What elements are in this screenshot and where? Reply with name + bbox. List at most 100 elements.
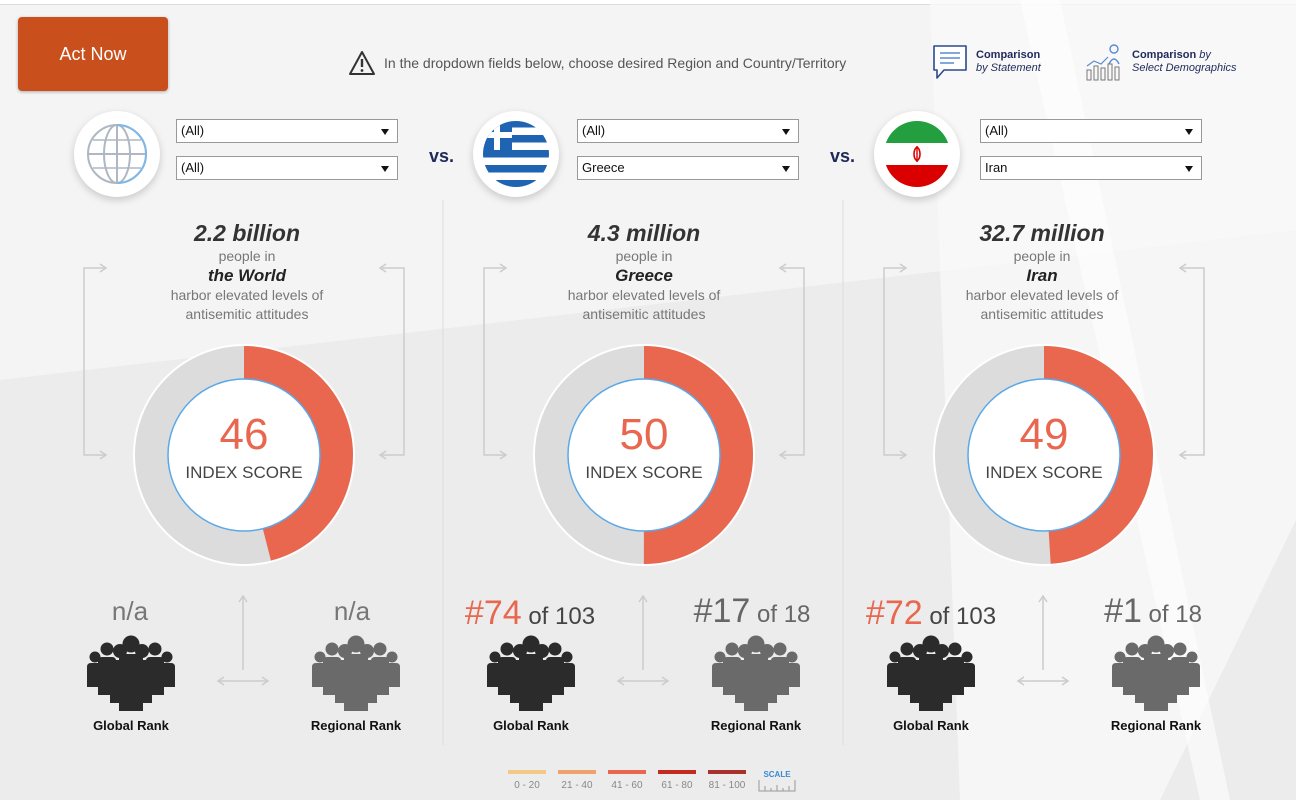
scale-segment-1: 0 - 20	[508, 770, 546, 791]
top-border	[0, 0, 1296, 5]
regional-rank-number: n/a	[333, 596, 371, 626]
world-globe-icon	[74, 111, 160, 197]
scale-label: 21 - 40	[561, 780, 593, 791]
score-arc	[535, 346, 753, 564]
global-rank-people-icon	[486, 635, 576, 711]
scale-icon-label: SCALE	[763, 770, 791, 779]
regional-rank-number: #17	[693, 592, 751, 630]
global-rank-number: #74	[464, 594, 522, 632]
scale-segment-4: 61 - 80	[658, 770, 696, 791]
global-rank-of: of 103	[521, 603, 596, 630]
country-select-3[interactable]: Iran	[980, 156, 1202, 180]
regional-rank-value: n/a	[292, 596, 412, 627]
scale-label: 81 - 100	[708, 780, 746, 791]
chevron-down-icon	[782, 129, 790, 135]
region-select-3-value: (All)	[985, 123, 1009, 138]
vs-label-2: vs.	[830, 146, 856, 166]
score-arc	[935, 346, 1153, 564]
regional-rank-label: Regional Rank	[310, 718, 402, 733]
regional-rank-of: of 18	[750, 601, 811, 628]
people-in-text: people in	[615, 248, 673, 264]
comparison-by-statement-link[interactable]: Comparison by Statement	[930, 42, 1041, 82]
global-rank-number: #72	[865, 594, 923, 632]
global-rank-value: #74 of 103	[445, 594, 615, 633]
scale-label: 41 - 60	[611, 780, 643, 791]
instruction-hint: In the dropdown fields below, choose des…	[348, 50, 846, 76]
population-count: 4.3 million	[587, 220, 701, 246]
scale-label: 61 - 80	[661, 780, 693, 791]
description-line1: harbor elevated levels of	[170, 287, 324, 303]
regional-rank-of: of 18	[1141, 601, 1202, 628]
index-score-value: 50	[619, 410, 669, 459]
place-name: the World	[207, 266, 287, 285]
description-line1: harbor elevated levels of	[567, 287, 721, 303]
comparison-demographics-line1a: Comparison	[1132, 49, 1197, 61]
vs-label-1: vs.	[429, 146, 455, 166]
warning-icon	[349, 51, 375, 75]
global-rank-value: #72 of 103	[846, 594, 1016, 633]
regional-rank-label: Regional Rank	[1110, 718, 1202, 733]
scale-ruler-icon[interactable]: SCALE	[758, 770, 796, 798]
regional-rank-value: #1 of 18	[1078, 592, 1228, 631]
global-rank-label: Global Rank	[93, 718, 169, 733]
comparison-statement-line2: by Statement	[976, 62, 1041, 74]
index-score-label: INDEX SCORE	[585, 463, 703, 482]
panel-3-statement: 32.7 million people in Iran harbor eleva…	[922, 220, 1162, 324]
score-arc	[135, 346, 353, 564]
comparison-by-demographics-link[interactable]: Comparison by Select Demographics	[1084, 42, 1237, 82]
place-name: Iran	[1026, 266, 1058, 285]
panel-1-statement: 2.2 billion people in the World harbor e…	[127, 220, 367, 324]
index-score-donut-2	[533, 344, 755, 566]
region-select-3[interactable]: (All)	[980, 119, 1202, 143]
regional-rank-people-icon	[311, 635, 401, 711]
regional-rank-number: #1	[1104, 592, 1142, 630]
greece-flag-icon	[473, 111, 559, 197]
index-score-label: INDEX SCORE	[185, 463, 303, 482]
global-rank-of: of 103	[922, 603, 997, 630]
chevron-down-icon	[782, 166, 790, 172]
description-line2: antisemitic attitudes	[185, 306, 309, 322]
iran-flag-icon	[874, 111, 960, 197]
place-name: Greece	[615, 266, 673, 285]
description-line2: antisemitic attitudes	[980, 306, 1104, 322]
population-count: 2.2 billion	[193, 220, 301, 246]
region-select-2[interactable]: (All)	[577, 119, 799, 143]
index-score-value: 49	[1019, 410, 1069, 459]
country-select-2[interactable]: Greece	[577, 156, 799, 180]
chevron-down-icon	[1185, 166, 1193, 172]
country-select-1-value: (All)	[181, 160, 205, 175]
global-rank-people-icon	[886, 635, 976, 711]
country-select-2-value: Greece	[582, 160, 625, 175]
global-rank-number: n/a	[111, 596, 149, 626]
region-select-1[interactable]: (All)	[176, 119, 398, 143]
global-rank-people-icon	[86, 635, 176, 711]
demographics-chart-icon	[1086, 44, 1120, 81]
country-select-3-value: Iran	[985, 160, 1008, 175]
instruction-text: In the dropdown fields below, choose des…	[384, 55, 847, 71]
regional-rank-label: Regional Rank	[710, 718, 802, 733]
global-rank-label: Global Rank	[893, 718, 969, 733]
scale-segment-2: 21 - 40	[558, 770, 596, 791]
panel-2-statement: 4.3 million people in Greece harbor elev…	[524, 220, 764, 324]
index-score-value: 46	[219, 410, 269, 459]
comparison-demographics-line1b: by	[1196, 49, 1211, 61]
scale-label: 0 - 20	[514, 780, 540, 791]
population-count: 32.7 million	[979, 220, 1105, 246]
speech-bubble-icon	[933, 45, 967, 79]
index-score-donut-3	[933, 344, 1155, 566]
people-in-text: people in	[218, 248, 276, 264]
chevron-down-icon	[381, 129, 389, 135]
description-line2: antisemitic attitudes	[582, 306, 706, 322]
description-line1: harbor elevated levels of	[965, 287, 1119, 303]
regional-rank-people-icon	[711, 635, 801, 711]
act-now-button[interactable]: Act Now	[18, 17, 168, 91]
score-scale-legend: 0 - 20 21 - 40 41 - 60 61 - 80 81 - 100 …	[508, 770, 796, 798]
global-rank-label: Global Rank	[493, 718, 569, 733]
index-score-donut-1	[133, 344, 355, 566]
comparison-demographics-line2: Select Demographics	[1132, 62, 1237, 74]
chevron-down-icon	[1185, 129, 1193, 135]
regional-rank-value: #17 of 18	[672, 592, 832, 631]
region-select-2-value: (All)	[582, 123, 606, 138]
country-select-1[interactable]: (All)	[176, 156, 398, 180]
global-rank-value: n/a	[70, 596, 190, 627]
